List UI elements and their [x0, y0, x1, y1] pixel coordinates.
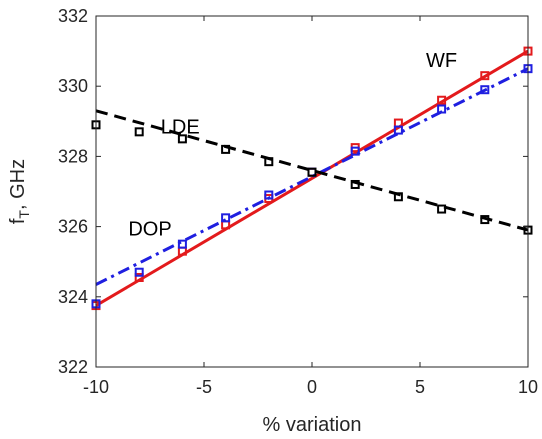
axes-box — [95, 15, 529, 368]
x-tick-label: -5 — [196, 377, 212, 397]
y-axis-label: fT, GHz — [7, 159, 32, 224]
y-axis-label-subscript: T — [16, 210, 32, 219]
series-point-lde — [307, 167, 317, 177]
series-point-wf — [437, 95, 447, 105]
y-tick-label: 328 — [58, 146, 88, 166]
annotation-lde: LDE — [161, 117, 200, 139]
series-point-lde — [437, 204, 447, 214]
series-point-dop — [177, 239, 187, 249]
series-point-wf — [480, 71, 490, 81]
series-point-dop — [393, 125, 403, 135]
series-point-lde — [393, 192, 403, 202]
series-point-lde — [134, 127, 144, 137]
series-point-lde — [177, 134, 187, 144]
plot-area: WF LDE DOP — [91, 46, 533, 311]
y-tick-label: 332 — [58, 6, 88, 26]
series-point-lde — [221, 144, 231, 154]
x-tick-label: 5 — [415, 377, 425, 397]
series-point-dop — [437, 104, 447, 114]
y-tick-label: 324 — [58, 287, 88, 307]
x-tick-label: 0 — [307, 377, 317, 397]
y-tick-label: 326 — [58, 217, 88, 237]
x-tick-label: -10 — [83, 377, 109, 397]
x-tick-label: 10 — [518, 377, 538, 397]
series-point-wf — [134, 272, 144, 282]
annotation-wf: WF — [426, 50, 457, 72]
series-point-lde — [264, 157, 274, 167]
series-point-dop — [264, 190, 274, 200]
series-line-wf — [95, 49, 529, 307]
y-tick-label: 330 — [58, 76, 88, 96]
axes: -10 -5 0 5 10 322 324 326 328 330 332 — [58, 6, 538, 397]
series-line-dop — [95, 67, 529, 286]
series-point-lde — [350, 179, 360, 189]
y-axis-label-main: f — [7, 218, 29, 224]
series-point-dop — [480, 85, 490, 95]
series-point-dop — [134, 267, 144, 277]
series-point-dop — [221, 213, 231, 223]
y-axis-label-unit: , GHz — [7, 159, 29, 210]
series-point-dop — [350, 146, 360, 156]
series-point-lde — [480, 215, 490, 225]
annotation-dop: DOP — [128, 218, 171, 240]
x-axis-label: % variation — [263, 414, 362, 436]
y-tick-label: 322 — [58, 357, 88, 377]
